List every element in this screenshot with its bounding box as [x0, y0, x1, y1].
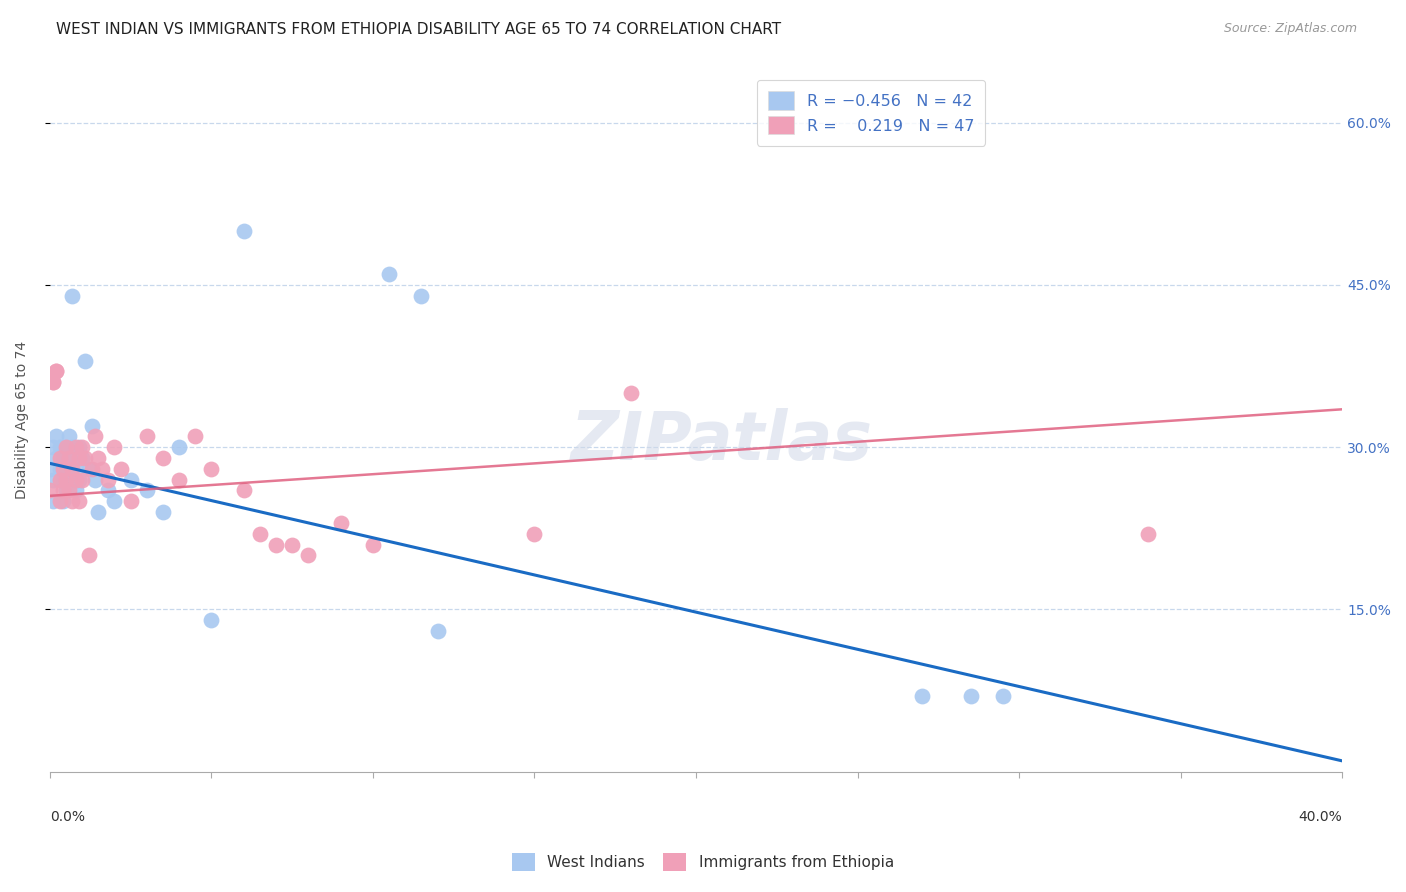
Point	[103, 440, 125, 454]
Point	[52, 494, 75, 508]
Point	[281, 537, 304, 551]
Point	[329, 516, 352, 530]
Point	[411, 289, 433, 303]
Point	[58, 429, 80, 443]
Point	[77, 549, 100, 563]
Point	[52, 462, 75, 476]
Point	[361, 537, 384, 551]
Point	[620, 386, 643, 401]
Point	[80, 418, 103, 433]
Point	[48, 473, 70, 487]
Point	[48, 450, 70, 465]
Point	[120, 494, 142, 508]
Point	[87, 505, 110, 519]
Point	[152, 505, 174, 519]
Point	[378, 267, 401, 281]
Point	[297, 549, 319, 563]
Point	[58, 450, 80, 465]
Point	[42, 473, 65, 487]
Point	[62, 289, 84, 303]
Point	[62, 440, 84, 454]
Point	[67, 494, 90, 508]
Point	[52, 450, 75, 465]
Point	[70, 473, 93, 487]
Point	[97, 473, 120, 487]
Text: ZIPatlas: ZIPatlas	[571, 409, 873, 475]
Point	[52, 483, 75, 498]
Point	[264, 537, 287, 551]
Point	[80, 462, 103, 476]
Point	[70, 440, 93, 454]
Point	[42, 440, 65, 454]
Point	[48, 440, 70, 454]
Point	[65, 462, 87, 476]
Point	[90, 462, 112, 476]
Text: WEST INDIAN VS IMMIGRANTS FROM ETHIOPIA DISABILITY AGE 65 TO 74 CORRELATION CHAR: WEST INDIAN VS IMMIGRANTS FROM ETHIOPIA …	[56, 22, 782, 37]
Point	[75, 353, 97, 368]
Point	[45, 364, 67, 378]
Text: Source: ZipAtlas.com: Source: ZipAtlas.com	[1223, 22, 1357, 36]
Point	[38, 483, 60, 498]
Point	[167, 440, 190, 454]
Point	[55, 473, 77, 487]
Point	[45, 364, 67, 378]
Point	[426, 624, 449, 638]
Point	[42, 494, 65, 508]
Point	[184, 429, 207, 443]
Point	[65, 483, 87, 498]
Point	[84, 429, 107, 443]
Point	[67, 473, 90, 487]
Point	[84, 473, 107, 487]
Point	[959, 689, 981, 703]
Point	[249, 526, 271, 541]
Point	[62, 462, 84, 476]
Point	[103, 494, 125, 508]
Point	[52, 473, 75, 487]
Point	[87, 450, 110, 465]
Legend: West Indians, Immigrants from Ethiopia: West Indians, Immigrants from Ethiopia	[506, 847, 900, 877]
Point	[77, 462, 100, 476]
Point	[67, 450, 90, 465]
Point	[38, 462, 60, 476]
Point	[48, 462, 70, 476]
Point	[991, 689, 1014, 703]
Point	[62, 494, 84, 508]
Point	[911, 689, 934, 703]
Point	[110, 462, 132, 476]
Point	[58, 483, 80, 498]
Point	[67, 440, 90, 454]
Point	[232, 224, 254, 238]
Legend: R = −0.456   N = 42, R =    0.219   N = 47: R = −0.456 N = 42, R = 0.219 N = 47	[756, 80, 986, 145]
Text: 40.0%: 40.0%	[1299, 810, 1343, 824]
Point	[58, 450, 80, 465]
Point	[45, 429, 67, 443]
Point	[55, 462, 77, 476]
Point	[120, 473, 142, 487]
Point	[48, 494, 70, 508]
Point	[167, 473, 190, 487]
Y-axis label: Disability Age 65 to 74: Disability Age 65 to 74	[15, 341, 30, 500]
Point	[135, 429, 157, 443]
Point	[152, 450, 174, 465]
Text: 0.0%: 0.0%	[49, 810, 84, 824]
Point	[45, 450, 67, 465]
Point	[200, 462, 222, 476]
Point	[65, 473, 87, 487]
Point	[65, 440, 87, 454]
Point	[55, 440, 77, 454]
Point	[55, 483, 77, 498]
Point	[42, 376, 65, 390]
Point	[70, 450, 93, 465]
Point	[97, 483, 120, 498]
Point	[75, 450, 97, 465]
Point	[42, 376, 65, 390]
Point	[1137, 526, 1160, 541]
Point	[200, 613, 222, 627]
Point	[135, 483, 157, 498]
Point	[232, 483, 254, 498]
Point	[523, 526, 546, 541]
Point	[55, 440, 77, 454]
